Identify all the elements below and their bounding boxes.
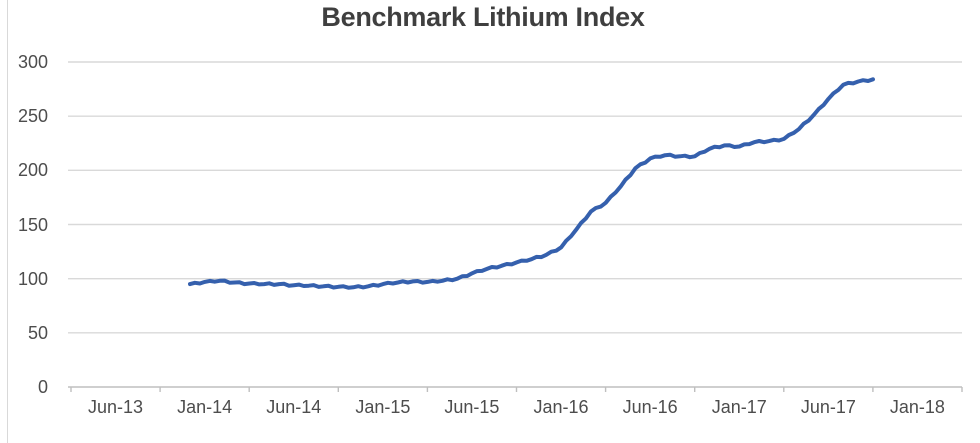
x-axis-tick-label: Jan-14 <box>177 397 233 417</box>
x-axis-tick-label: Jan-18 <box>889 397 945 417</box>
y-axis-tick-label: 100 <box>17 268 48 289</box>
y-axis-tick-label: 300 <box>17 52 48 72</box>
x-axis-tick-label: Jun-17 <box>800 397 856 417</box>
index-line-series <box>188 77 875 290</box>
y-axis-tick-label: 50 <box>27 322 48 343</box>
y-axis-tick-label: 200 <box>17 160 48 181</box>
y-axis-tick-label: 0 <box>37 377 48 397</box>
x-axis-tick-label: Jun-14 <box>266 397 322 417</box>
x-axis-tick-label: Jan-17 <box>711 397 767 417</box>
chart-border-left <box>7 0 8 443</box>
y-axis-tick-label: 150 <box>17 214 48 235</box>
x-axis-tick-label: Jun-15 <box>444 397 500 417</box>
x-axis-tick-label: Jun-13 <box>88 397 144 417</box>
y-axis-tick-label: 250 <box>17 106 48 127</box>
x-axis-tick-label: Jan-16 <box>533 397 589 417</box>
x-axis-tick-label: Jan-15 <box>355 397 411 417</box>
x-axis-tick-label: Jun-16 <box>622 397 678 417</box>
chart-title: Benchmark Lithium Index <box>321 2 645 32</box>
